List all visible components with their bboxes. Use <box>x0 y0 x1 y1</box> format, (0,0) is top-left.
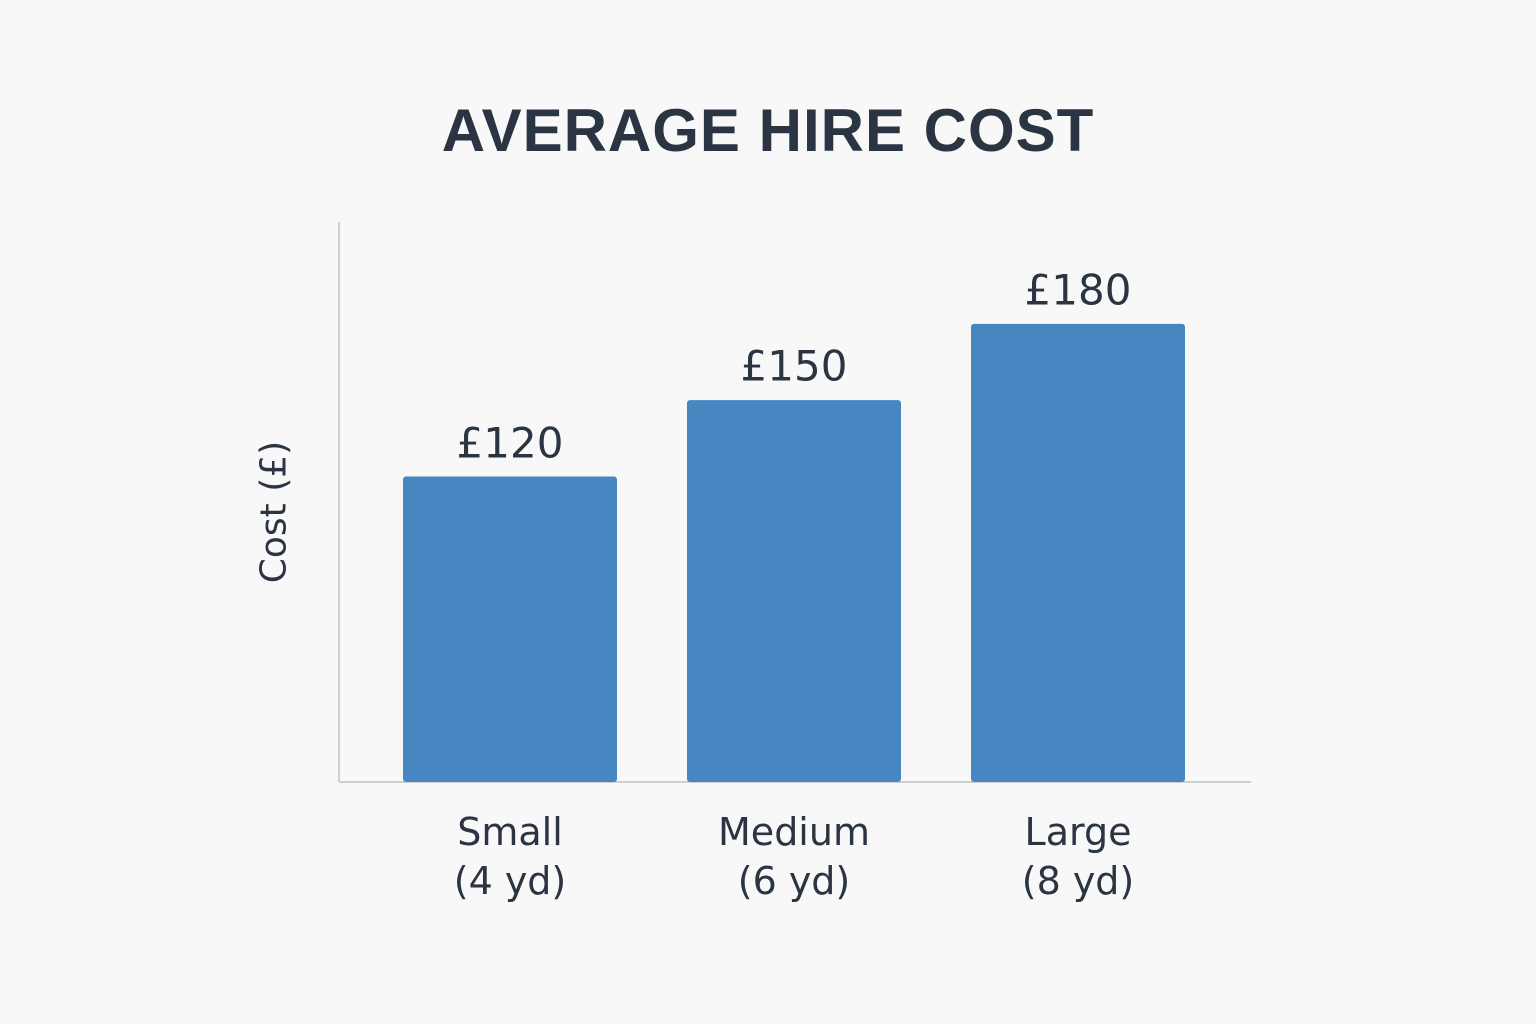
value-label: £120 <box>456 417 564 467</box>
bar <box>403 476 617 782</box>
bar <box>687 400 901 782</box>
x-tick-label: Large (8 yd) <box>1021 810 1135 904</box>
x-tick-label: Small (4 yd) <box>453 810 567 904</box>
y-axis-label: Cost (£) <box>253 440 295 584</box>
chart-title: AVERAGE HIRE COST <box>441 97 1095 164</box>
value-label: £180 <box>1024 265 1132 315</box>
bar <box>971 323 1185 782</box>
x-tick-label: Medium (6 yd) <box>718 810 870 904</box>
value-label: £150 <box>740 341 848 391</box>
